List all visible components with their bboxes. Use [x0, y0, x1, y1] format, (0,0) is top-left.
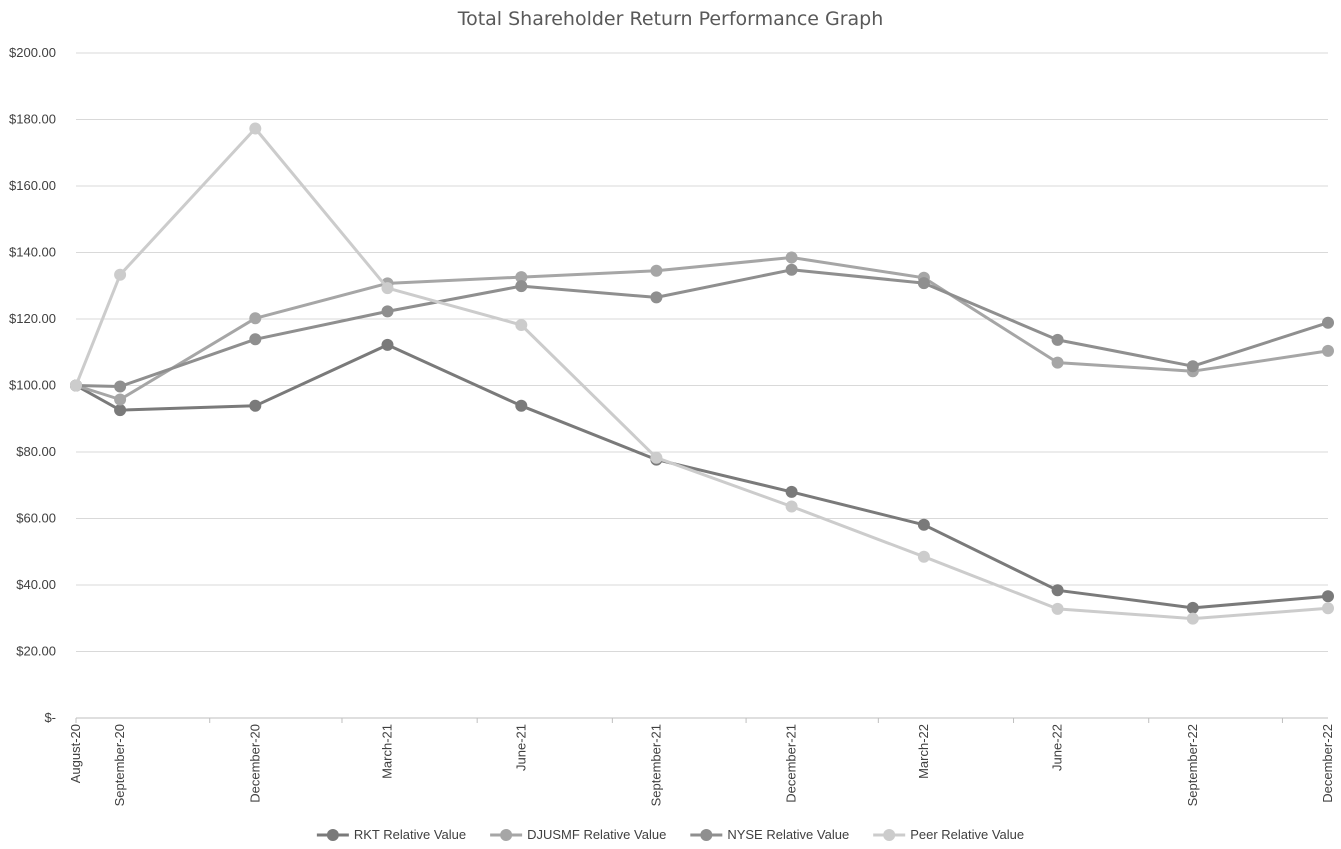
y-tick-label: $180.00	[9, 112, 56, 127]
legend-label: Peer Relative Value	[910, 827, 1024, 842]
data-point	[249, 312, 262, 325]
data-point	[381, 282, 394, 295]
data-point	[515, 319, 528, 331]
chart-title: Total Shareholder Return Performance Gra…	[457, 8, 884, 30]
data-point	[1051, 333, 1064, 346]
data-point	[1322, 602, 1334, 615]
y-tick-label: $-	[44, 710, 56, 725]
y-tick-label: $120.00	[9, 311, 56, 326]
data-point	[249, 333, 262, 346]
data-point	[1322, 590, 1334, 603]
y-tick-label: $140.00	[9, 245, 56, 260]
legend-marker	[500, 829, 513, 841]
series-line-3	[74, 127, 1329, 621]
x-tick-label: June-21	[513, 724, 528, 771]
data-point	[70, 379, 82, 392]
data-point	[114, 393, 127, 406]
series-line-0	[75, 343, 1329, 610]
data-point	[1051, 602, 1064, 615]
data-point	[650, 264, 663, 277]
y-tick-label: $60.00	[16, 511, 56, 526]
legend-marker	[700, 829, 713, 841]
data-point	[249, 122, 262, 135]
x-tick-label: December-21	[784, 724, 799, 803]
data-point	[785, 251, 798, 264]
data-point	[1186, 612, 1199, 625]
x-tick-label: December-20	[247, 724, 262, 803]
data-point	[1051, 584, 1064, 597]
data-point	[114, 380, 127, 393]
data-point	[917, 550, 930, 563]
data-point	[1051, 356, 1064, 369]
x-tick-label: March-22	[916, 724, 931, 779]
x-tick-label: September-22	[1185, 724, 1200, 806]
legend-marker	[883, 829, 896, 841]
data-point	[785, 263, 798, 276]
x-tick-label: September-21	[648, 724, 663, 806]
data-point	[114, 404, 127, 417]
data-point	[1322, 316, 1334, 329]
legend-label: RKT Relative Value	[354, 827, 466, 842]
data-point	[515, 280, 528, 293]
y-tick-label: $100.00	[9, 378, 56, 393]
data-point	[1186, 601, 1199, 614]
data-point	[917, 518, 930, 531]
data-point	[917, 277, 930, 290]
series-line-1	[75, 256, 1329, 401]
data-point	[1186, 360, 1199, 373]
data-point	[114, 268, 127, 281]
legend-label: NYSE Relative Value	[727, 827, 849, 842]
y-tick-label: $80.00	[16, 444, 56, 459]
data-point	[515, 399, 528, 412]
data-point	[650, 291, 663, 304]
x-tick-label: December-22	[1320, 724, 1335, 803]
data-point	[381, 338, 394, 351]
y-tick-label: $200.00	[9, 45, 56, 60]
data-point	[785, 500, 798, 513]
legend-label: DJUSMF Relative Value	[527, 827, 666, 842]
data-point	[1322, 344, 1334, 357]
y-tick-label: $40.00	[16, 577, 56, 592]
x-tick-label: August-20	[68, 724, 83, 783]
x-tick-label: March-21	[380, 724, 395, 779]
data-point	[650, 451, 663, 464]
data-point	[381, 305, 394, 318]
legend-marker	[326, 829, 339, 841]
y-tick-label: $20.00	[16, 644, 56, 659]
y-tick-label: $160.00	[9, 178, 56, 193]
data-point	[249, 399, 262, 412]
data-point	[515, 271, 528, 284]
x-tick-label: September-20	[112, 724, 127, 806]
data-point	[785, 485, 798, 498]
x-tick-label: June-22	[1050, 724, 1065, 771]
